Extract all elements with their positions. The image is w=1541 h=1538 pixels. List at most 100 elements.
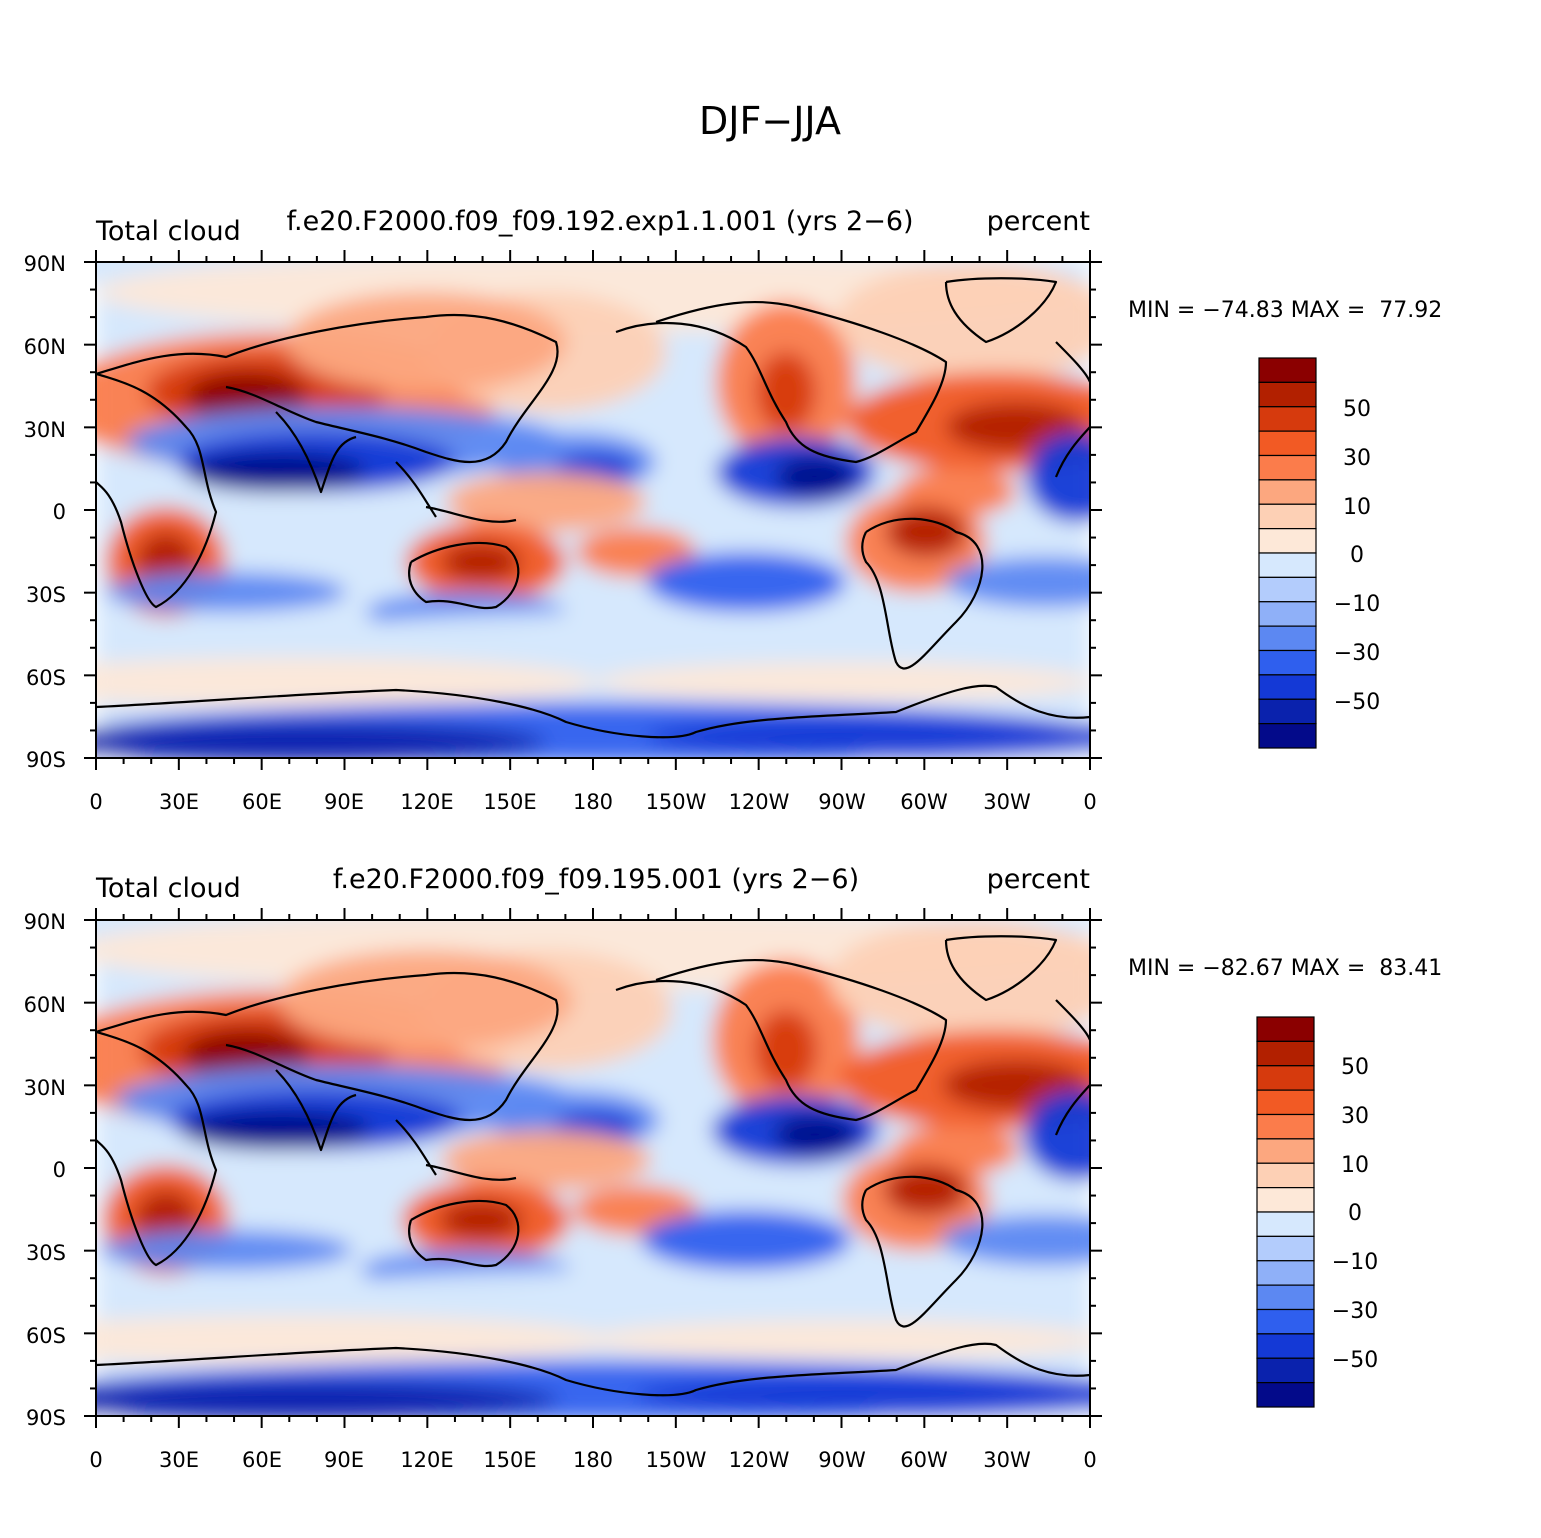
lon-label: 90E — [324, 790, 364, 814]
panel-2-colorbar — [1256, 1016, 1315, 1408]
panel-1-lon-labels: 0 30E 60E 90E 120E 150E 180 150W 120W 90… — [89, 790, 1096, 814]
coastline — [615, 958, 948, 1122]
lon-label: 150E — [483, 790, 536, 814]
colorbar-box — [1256, 1065, 1315, 1091]
lon-label: 120E — [400, 1448, 453, 1472]
colorbar-box — [1256, 1211, 1315, 1237]
colorbar-label: 10 — [1341, 1153, 1369, 1178]
colorbar-box — [1256, 1040, 1315, 1067]
panel-2-colorbar-labels: 50 30 10 0 −10 −30 −50 — [1332, 1055, 1378, 1373]
lat-label: 90S — [26, 748, 66, 772]
field-contour — [646, 552, 846, 612]
field-contour — [279, 950, 573, 1050]
field-contour — [96, 1380, 559, 1416]
main-title: DJF−JJA — [699, 99, 841, 143]
field-contour — [754, 1010, 818, 1090]
lon-label: 120W — [729, 790, 790, 814]
panel-1-variable-label: Total cloud — [95, 216, 241, 247]
coastline — [861, 1175, 984, 1328]
colorbar-box — [1256, 1187, 1315, 1213]
field-contour — [829, 920, 1090, 1040]
field-contour — [776, 457, 856, 497]
lon-label: 30W — [983, 790, 1031, 814]
field-contour — [446, 472, 646, 532]
colorbar-label: −50 — [1334, 690, 1380, 715]
lon-label: 60W — [900, 790, 948, 814]
lon-label: 0 — [1083, 1448, 1096, 1472]
field-contour — [596, 662, 1090, 702]
lat-label: 90S — [26, 1406, 66, 1430]
field-contour — [439, 1200, 523, 1240]
colorbar-box — [1256, 1284, 1315, 1311]
coastline — [944, 277, 1058, 344]
coastline — [408, 1199, 520, 1268]
colorbar-label: 10 — [1343, 495, 1371, 520]
coastline — [96, 1342, 1090, 1397]
panel-2-min-max: MIN = −82.67 MAX = 83.41 — [1128, 956, 1442, 981]
colorbar-box — [1258, 381, 1317, 408]
panel-1: Total cloud f.e20.F2000.f09_f09.192.exp1… — [24, 206, 1443, 814]
lon-label: 30E — [159, 1448, 199, 1472]
panel-1-coastlines — [96, 277, 1090, 739]
field-contour — [286, 292, 566, 392]
coastline — [96, 1030, 218, 1267]
field-contour — [296, 612, 896, 672]
panel-2-variable-label: Total cloud — [95, 873, 241, 904]
colorbar-label: 0 — [1348, 1201, 1362, 1226]
colorbar-label: −50 — [1332, 1348, 1378, 1373]
lon-label: 90E — [324, 1448, 364, 1472]
colorbar-box — [1256, 1357, 1315, 1384]
colorbar-box — [1258, 406, 1317, 432]
field-contour — [946, 557, 1090, 607]
lon-label: 60E — [242, 790, 282, 814]
lat-label: 90N — [24, 910, 66, 934]
colorbar-box — [1258, 674, 1317, 700]
colorbar-box — [1258, 479, 1317, 505]
coastline — [615, 300, 948, 464]
lat-label: 60S — [26, 666, 66, 690]
colorbar-box — [1256, 1138, 1315, 1164]
field-contour — [886, 507, 966, 557]
colorbar-label: −10 — [1332, 1250, 1378, 1275]
colorbar-box — [1258, 528, 1317, 554]
colorbar-box — [1256, 1382, 1315, 1408]
lat-label: 90N — [24, 252, 66, 276]
colorbar-box — [1256, 1016, 1315, 1042]
field-contour — [633, 1375, 1090, 1415]
field-contour — [96, 1315, 611, 1365]
coastline — [395, 461, 517, 523]
colorbar-box — [1258, 454, 1317, 481]
field-contour — [106, 572, 346, 612]
panel-1-map-field — [96, 262, 1090, 758]
colorbar-box — [1258, 576, 1317, 603]
lon-label: 0 — [1083, 790, 1096, 814]
colorbar-box — [1256, 1260, 1315, 1286]
panel-1-lat-labels: 90N 60N 30N 0 30S 60S 90S — [24, 252, 66, 772]
colorbar-box — [1258, 430, 1317, 457]
colorbar-box — [1256, 1162, 1315, 1189]
lat-label: 0 — [53, 500, 66, 524]
field-contour — [96, 657, 596, 707]
coastline — [1054, 426, 1090, 478]
panel-1-colorbar — [1258, 357, 1317, 749]
panel-2-lat-labels: 90N 60N 30N 0 30S 60S 90S — [24, 910, 66, 1430]
lat-label: 0 — [53, 1158, 66, 1182]
lon-label: 180 — [573, 1448, 613, 1472]
colorbar-label: −30 — [1334, 641, 1380, 666]
lat-label: 30S — [26, 583, 66, 607]
panel-1-units-label: percent — [987, 206, 1090, 237]
coastline — [96, 684, 1090, 739]
field-contour — [583, 1320, 1090, 1360]
panel-2-lon-labels: 0 30E 60E 90E 120E 150E 180 150W 120W 90… — [89, 1448, 1096, 1472]
coastline — [275, 411, 357, 494]
panel-2-map-field — [96, 920, 1090, 1416]
colorbar-label: 30 — [1343, 446, 1371, 471]
lon-label: 30W — [983, 1448, 1031, 1472]
coastline — [275, 1069, 357, 1152]
coastline — [96, 372, 218, 609]
lat-label: 60N — [24, 993, 66, 1017]
lon-label: 150W — [646, 790, 707, 814]
coastline — [1054, 1084, 1090, 1136]
lat-label: 30S — [26, 1241, 66, 1265]
field-contour — [1026, 432, 1090, 522]
